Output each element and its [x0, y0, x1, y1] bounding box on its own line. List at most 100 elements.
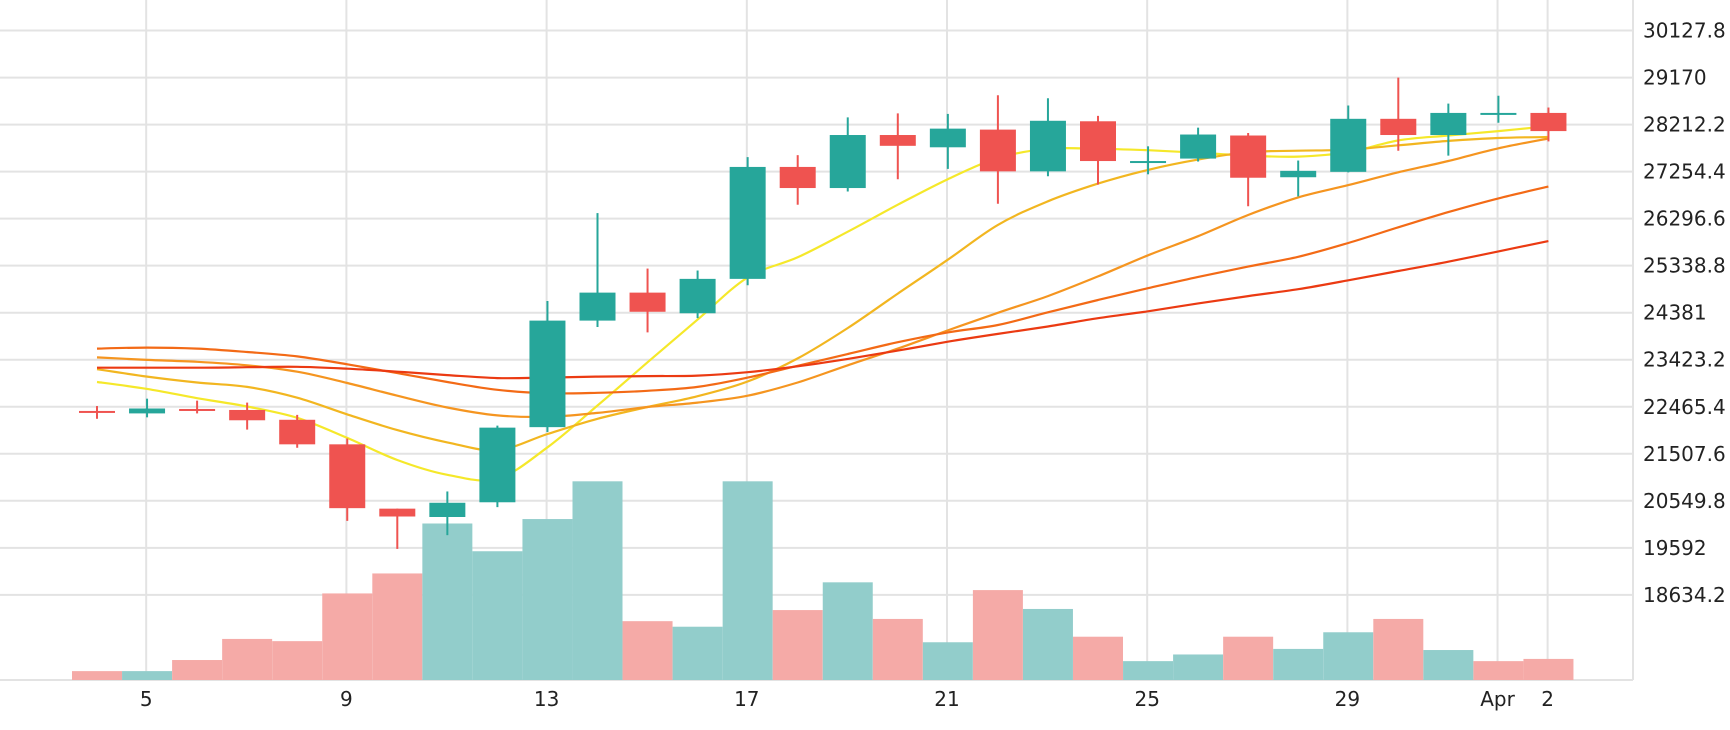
volume-bar — [622, 621, 673, 680]
y-tick-label: 22465.4 — [1643, 395, 1726, 419]
y-tick-label: 20549.8 — [1643, 489, 1726, 513]
candle — [129, 398, 166, 418]
volume-bar — [872, 618, 923, 680]
y-tick-label: 18634.2 — [1643, 583, 1726, 607]
candle — [579, 213, 616, 327]
x-tick-label: 17 — [734, 687, 759, 711]
x-tick-label: 5 — [140, 687, 153, 711]
candle-body — [1230, 135, 1267, 178]
candle-body — [879, 135, 916, 146]
volume-bar — [222, 638, 273, 680]
candle-body — [579, 292, 616, 321]
volume-bar — [422, 523, 473, 680]
x-tick-label: 25 — [1134, 687, 1159, 711]
volume-bars — [72, 481, 1574, 680]
moving-average-line — [96, 135, 1549, 452]
candle — [1480, 95, 1517, 123]
volume-bar — [1373, 618, 1424, 680]
candle-body — [829, 135, 866, 189]
x-tick-label: 21 — [934, 687, 959, 711]
volume-bar — [122, 671, 173, 680]
candle-body — [79, 410, 115, 413]
candle-body — [429, 502, 466, 517]
candle-body — [979, 129, 1016, 172]
volume-bar — [172, 660, 223, 680]
candle — [179, 400, 216, 414]
candle — [1080, 115, 1116, 185]
moving-average-line — [96, 137, 1549, 419]
y-tick-label: 25338.8 — [1643, 254, 1726, 278]
candle — [1130, 146, 1167, 175]
candle — [779, 155, 816, 205]
moving-average-line — [96, 185, 1549, 395]
y-tick-label: 26296.6 — [1643, 207, 1726, 231]
y-tick-label: 21507.6 — [1643, 442, 1726, 466]
candle — [1180, 127, 1217, 162]
candle — [1029, 98, 1066, 177]
candle — [279, 414, 316, 448]
candle-body — [129, 408, 166, 414]
candle-body — [179, 408, 216, 411]
candle-body — [1130, 161, 1167, 164]
candle-body — [379, 508, 416, 517]
volume-bar — [722, 481, 773, 680]
volume-bar — [1273, 648, 1324, 680]
volume-bar — [372, 573, 423, 680]
candle — [79, 406, 115, 419]
x-tick-label: 29 — [1335, 687, 1360, 711]
y-tick-label: 28212.2 — [1643, 113, 1726, 137]
x-tick-label: 9 — [340, 687, 353, 711]
candle — [729, 157, 766, 286]
volume-bar — [922, 642, 973, 680]
volume-bar — [972, 590, 1023, 680]
candle — [229, 402, 266, 430]
volume-bar — [522, 519, 573, 680]
y-tick-label: 24381 — [1643, 301, 1707, 325]
candle — [429, 491, 466, 536]
candle — [979, 95, 1016, 204]
candle — [1280, 160, 1317, 197]
candle — [529, 300, 566, 433]
candle — [479, 425, 516, 508]
volume-bar — [672, 626, 723, 680]
x-tick-label: 13 — [534, 687, 559, 711]
candle — [1380, 77, 1417, 151]
x-tick-label: Apr — [1480, 687, 1515, 711]
candle-body — [1330, 118, 1367, 172]
y-tick-label: 30127.8 — [1643, 19, 1726, 43]
candle-body — [929, 128, 966, 148]
volume-bar — [1523, 658, 1574, 680]
candle — [1230, 133, 1267, 207]
candle — [1330, 105, 1367, 173]
candle — [1530, 107, 1567, 142]
y-tick-label: 19592 — [1643, 536, 1707, 560]
candle — [629, 268, 666, 333]
moving-average-lines — [96, 125, 1549, 482]
moving-average-line — [96, 240, 1549, 380]
volume-bar — [1223, 636, 1274, 680]
volume-bar — [1022, 608, 1073, 680]
candle-body — [679, 278, 716, 314]
candle-body — [1080, 121, 1116, 162]
volume-bar — [322, 593, 373, 680]
volume-bar — [1323, 632, 1374, 680]
grid-layer — [0, 0, 1634, 681]
candle-body — [1430, 112, 1467, 136]
candle — [379, 508, 416, 549]
volume-bar — [472, 551, 523, 680]
candle — [679, 270, 716, 319]
volume-bar — [1073, 636, 1123, 680]
y-axis: 30127.8 29170 28212.2 27254.4 26296.6 25338.8… — [1643, 19, 1726, 607]
moving-average-line — [96, 125, 1549, 482]
volume-bar — [572, 481, 623, 680]
candle-body — [1280, 170, 1317, 178]
candle-body — [1530, 112, 1567, 132]
volume-bar — [272, 641, 323, 680]
candle — [329, 438, 366, 521]
candle — [829, 117, 866, 192]
volume-bar — [1473, 661, 1524, 680]
candle-body — [1180, 134, 1217, 159]
y-tick-label: 27254.4 — [1643, 160, 1726, 184]
